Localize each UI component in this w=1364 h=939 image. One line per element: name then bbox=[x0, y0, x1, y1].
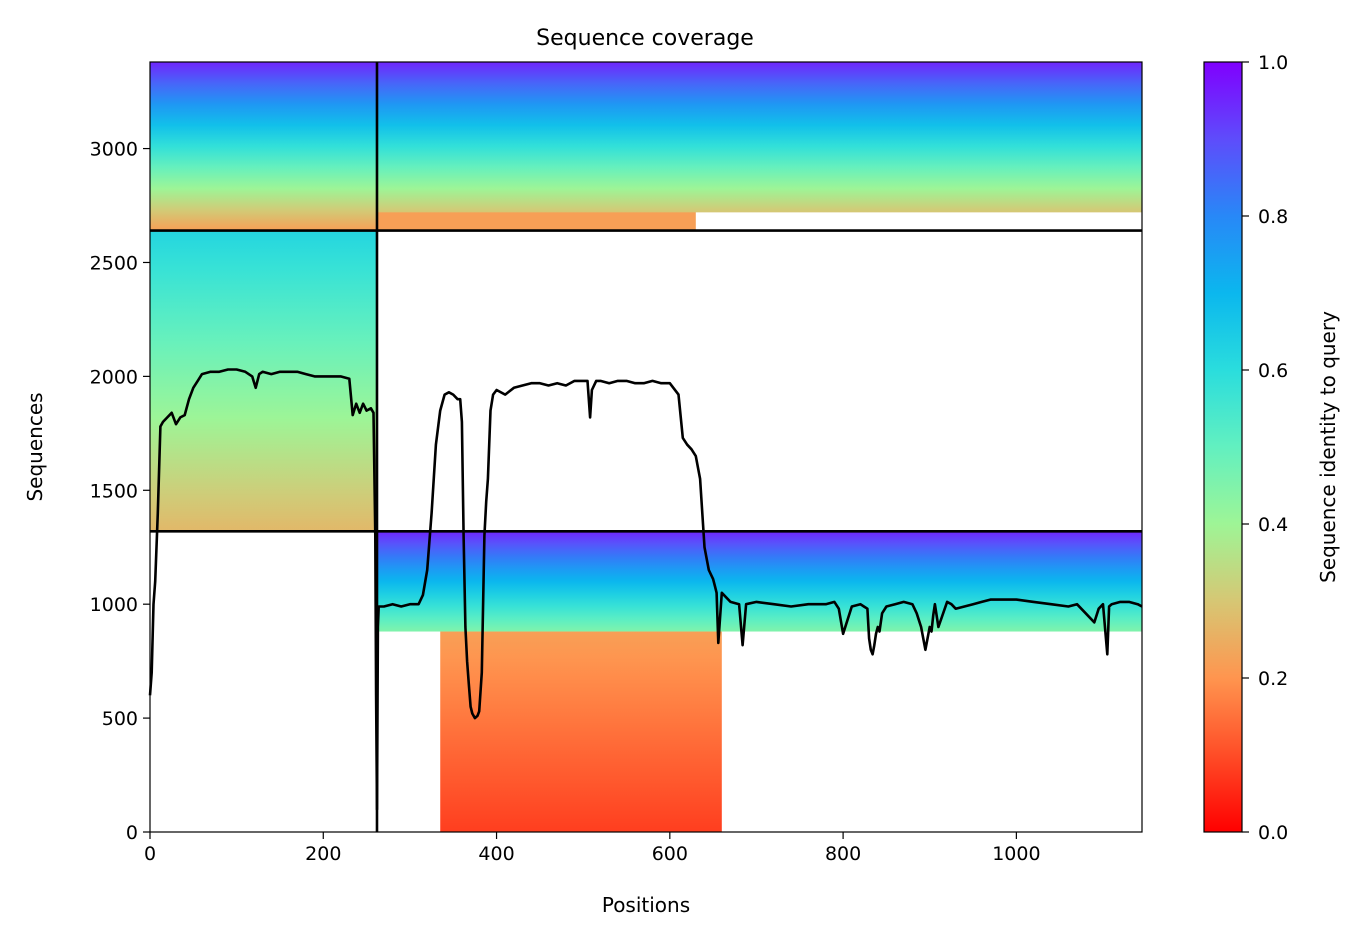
colorbar-label: Sequence identity to query bbox=[1316, 311, 1340, 583]
y-tick-label: 2000 bbox=[90, 366, 138, 388]
block-shared-left bbox=[150, 62, 377, 231]
y-tick-label: 0 bbox=[126, 822, 138, 844]
colorbar-tick-label: 1.0 bbox=[1258, 52, 1288, 74]
colorbar-ticks: 0.0 0.2 0.4 0.6 0.8 1.0 bbox=[1242, 52, 1288, 844]
colorbar-tick-label: 0.4 bbox=[1258, 514, 1288, 536]
y-tick-label: 1500 bbox=[90, 480, 138, 502]
x-tick-label: 0 bbox=[144, 843, 156, 865]
x-tick-label: 1000 bbox=[992, 843, 1040, 865]
block-chainB-bottom bbox=[440, 631, 722, 832]
block-shared-right-gap bbox=[695, 212, 1142, 231]
coverage-blocks bbox=[150, 62, 1143, 832]
block-chainA bbox=[150, 230, 377, 532]
x-axis-label: Positions bbox=[602, 893, 690, 917]
block-shared-right-strip bbox=[376, 212, 696, 231]
x-tick-label: 800 bbox=[825, 843, 861, 865]
plot-area bbox=[148, 61, 1143, 833]
coverage-line bbox=[148, 368, 1143, 811]
block-shared-right bbox=[376, 62, 1143, 231]
y-tick-label: 1000 bbox=[90, 594, 138, 616]
y-tick-label: 500 bbox=[102, 708, 138, 730]
colorbar-gradient bbox=[1203, 61, 1243, 833]
colorbar-tick-label: 0.2 bbox=[1258, 668, 1288, 690]
y-axis-label: Sequences bbox=[23, 392, 47, 501]
x-tick-label: 600 bbox=[652, 843, 688, 865]
plot-frame bbox=[149, 61, 1143, 833]
colorbar-tick-label: 0.6 bbox=[1258, 360, 1288, 382]
x-tick-label: 200 bbox=[305, 843, 341, 865]
block-chainB-top bbox=[376, 531, 1143, 632]
colorbar-tick-label: 0.0 bbox=[1258, 822, 1288, 844]
y-tick-label: 3000 bbox=[90, 139, 138, 161]
x-tick-label: 400 bbox=[478, 843, 514, 865]
x-axis: 0 200 400 600 800 1000 bbox=[144, 832, 1041, 865]
chart-title: Sequence coverage bbox=[536, 26, 754, 51]
colorbar-tick-label: 0.8 bbox=[1258, 206, 1288, 228]
y-tick-label: 2500 bbox=[90, 252, 138, 274]
y-axis: 0 500 1000 1500 2000 2500 3000 bbox=[90, 139, 150, 844]
colorbar: 0.0 0.2 0.4 0.6 0.8 1.0 Sequence identity to … bbox=[1203, 52, 1340, 844]
